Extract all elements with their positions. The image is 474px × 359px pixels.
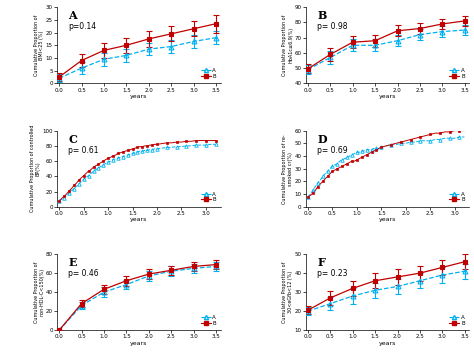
X-axis label: years: years: [379, 341, 396, 346]
Y-axis label: Cumulative Proportion of re-
smoked cr(%): Cumulative Proportion of re- smoked cr(%…: [282, 134, 293, 204]
Text: p= 0.61: p= 0.61: [68, 146, 99, 155]
Text: D: D: [317, 134, 327, 145]
Text: p= 0.98: p= 0.98: [317, 22, 347, 32]
Y-axis label: Cumulative Proportion of
30<eGfb<12 (%): Cumulative Proportion of 30<eGfb<12 (%): [282, 261, 293, 323]
Y-axis label: Cumulative Proportion of controlled
BP(%): Cumulative Proportion of controlled BP(%…: [30, 125, 41, 213]
Text: A: A: [68, 10, 77, 21]
Legend: A, B: A, B: [199, 190, 218, 204]
Legend: A, B: A, B: [448, 66, 466, 81]
X-axis label: years: years: [130, 341, 147, 346]
Text: p= 0.23: p= 0.23: [317, 269, 347, 278]
Text: p=0.14: p=0.14: [68, 22, 97, 32]
Y-axis label: Cumulative Proportion of
non-HDL-C<150(%): Cumulative Proportion of non-HDL-C<150(%…: [34, 261, 45, 323]
Legend: A, B: A, B: [199, 66, 218, 81]
Legend: A, B: A, B: [199, 313, 218, 327]
Legend: A, B: A, B: [448, 190, 466, 204]
Text: B: B: [317, 10, 327, 21]
Text: p= 0.69: p= 0.69: [317, 146, 348, 155]
X-axis label: years: years: [130, 218, 147, 222]
Text: F: F: [317, 257, 325, 268]
Text: C: C: [68, 134, 77, 145]
X-axis label: years: years: [130, 94, 147, 99]
X-axis label: years: years: [379, 94, 396, 99]
Text: p= 0.46: p= 0.46: [68, 269, 99, 278]
Y-axis label: Cumulative Proportion of
HbA1c≤6.9(%): Cumulative Proportion of HbA1c≤6.9(%): [282, 15, 293, 76]
Text: E: E: [68, 257, 77, 268]
X-axis label: years: years: [379, 218, 396, 222]
Legend: A, B: A, B: [448, 313, 466, 327]
Y-axis label: Cumulative Proportion of
BMI<25 (%): Cumulative Proportion of BMI<25 (%): [34, 15, 45, 76]
